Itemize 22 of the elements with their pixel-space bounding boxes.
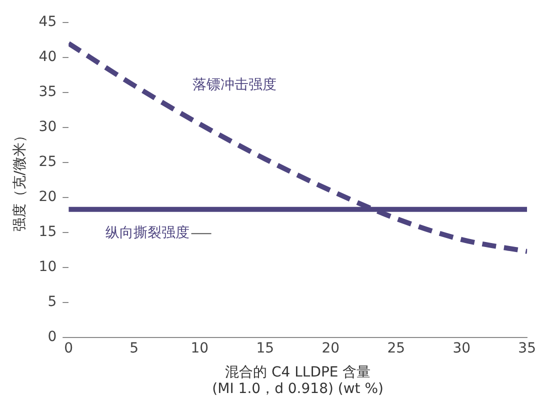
y-tick-label: 25 (38, 154, 57, 170)
x-axis-title: 混合的 C4 LLDPE 含量 (MI 1.0，d 0.918) (wt %) (212, 364, 384, 398)
x-tick-label: 15 (256, 340, 274, 357)
x-tick-label: 5 (130, 340, 139, 357)
x-tick-label: 30 (452, 340, 471, 357)
x-tick-label: 0 (64, 340, 74, 357)
series-label: 落镖冲击强度 (192, 77, 276, 94)
y-tick-label: 45 (38, 14, 57, 30)
y-tick-label: 10 (38, 259, 57, 276)
y-tick-label: 0 (48, 329, 57, 346)
y-tick-label: 30 (38, 119, 57, 136)
y-tick-label: 40 (38, 49, 57, 66)
x-tick-label: 20 (322, 340, 340, 357)
series-label: 纵向撕裂强度 (105, 225, 190, 242)
y-axis-title: 强度（克/微米） (12, 128, 28, 232)
y-tick-label: 5 (48, 294, 57, 310)
y-tick-label: 20 (38, 189, 57, 206)
y-tick-label: 15 (38, 224, 57, 240)
y-tick-label: 35 (38, 84, 57, 100)
x-tick-label: 25 (387, 340, 406, 357)
x-tick-label: 10 (190, 340, 209, 357)
x-tick-label: 35 (518, 340, 536, 357)
